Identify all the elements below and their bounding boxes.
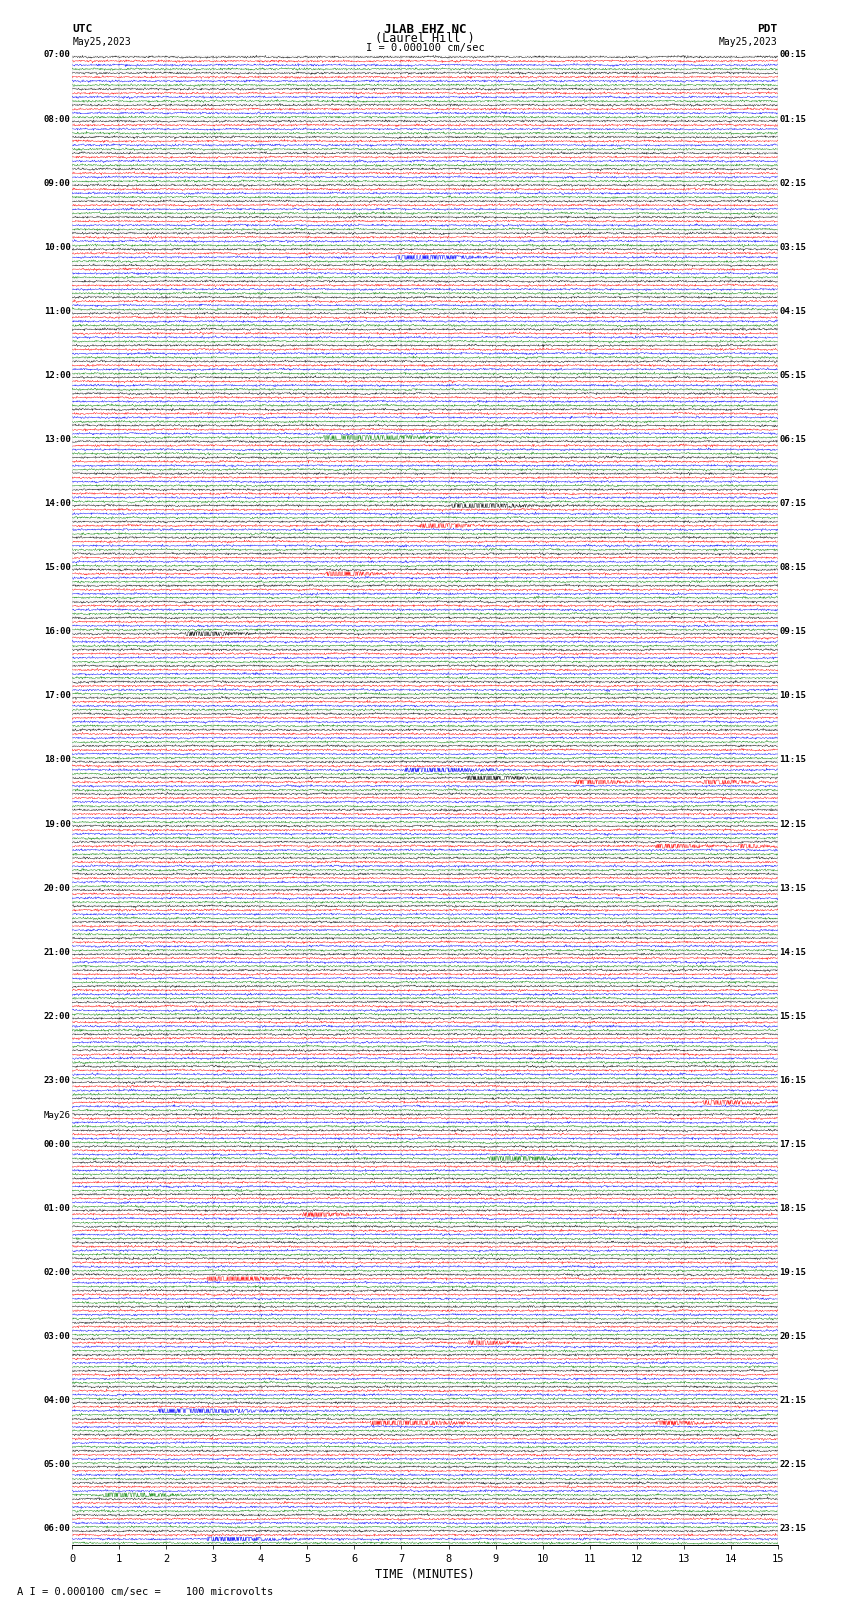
Text: 21:00: 21:00 [43, 948, 71, 957]
Text: 00:00: 00:00 [43, 1140, 71, 1148]
Text: 12:00: 12:00 [43, 371, 71, 381]
Text: 11:15: 11:15 [779, 755, 807, 765]
Text: May25,2023: May25,2023 [72, 37, 131, 47]
Text: 12:15: 12:15 [779, 819, 807, 829]
Text: 01:15: 01:15 [779, 115, 807, 124]
Text: 18:00: 18:00 [43, 755, 71, 765]
Text: JLAB EHZ NC: JLAB EHZ NC [383, 23, 467, 35]
Text: 16:15: 16:15 [779, 1076, 807, 1086]
Text: 08:00: 08:00 [43, 115, 71, 124]
Text: 04:15: 04:15 [779, 306, 807, 316]
Text: 16:00: 16:00 [43, 627, 71, 636]
Text: 11:00: 11:00 [43, 306, 71, 316]
Text: 02:00: 02:00 [43, 1268, 71, 1277]
Text: 14:00: 14:00 [43, 498, 71, 508]
Text: 15:15: 15:15 [779, 1011, 807, 1021]
Text: 00:15: 00:15 [779, 50, 807, 60]
Text: 06:00: 06:00 [43, 1524, 71, 1534]
Text: 13:15: 13:15 [779, 884, 807, 892]
X-axis label: TIME (MINUTES): TIME (MINUTES) [375, 1568, 475, 1581]
Text: 04:00: 04:00 [43, 1397, 71, 1405]
Text: 20:00: 20:00 [43, 884, 71, 892]
Text: May25,2023: May25,2023 [719, 37, 778, 47]
Text: 20:15: 20:15 [779, 1332, 807, 1342]
Text: 06:15: 06:15 [779, 436, 807, 444]
Text: 19:15: 19:15 [779, 1268, 807, 1277]
Text: 10:00: 10:00 [43, 244, 71, 252]
Text: 17:00: 17:00 [43, 692, 71, 700]
Text: 05:15: 05:15 [779, 371, 807, 381]
Text: 02:15: 02:15 [779, 179, 807, 187]
Text: 14:15: 14:15 [779, 948, 807, 957]
Text: 23:15: 23:15 [779, 1524, 807, 1534]
Text: 15:00: 15:00 [43, 563, 71, 573]
Text: 22:15: 22:15 [779, 1460, 807, 1469]
Text: 22:00: 22:00 [43, 1011, 71, 1021]
Text: May26: May26 [43, 1111, 71, 1121]
Text: 01:00: 01:00 [43, 1203, 71, 1213]
Text: 07:00: 07:00 [43, 50, 71, 60]
Text: UTC: UTC [72, 24, 93, 34]
Text: A I = 0.000100 cm/sec =    100 microvolts: A I = 0.000100 cm/sec = 100 microvolts [17, 1587, 273, 1597]
Text: 08:15: 08:15 [779, 563, 807, 573]
Text: 10:15: 10:15 [779, 692, 807, 700]
Text: I = 0.000100 cm/sec: I = 0.000100 cm/sec [366, 44, 484, 53]
Text: (Laurel Hill ): (Laurel Hill ) [375, 32, 475, 45]
Text: 03:00: 03:00 [43, 1332, 71, 1342]
Text: 09:00: 09:00 [43, 179, 71, 187]
Text: 07:15: 07:15 [779, 498, 807, 508]
Text: 21:15: 21:15 [779, 1397, 807, 1405]
Text: 18:15: 18:15 [779, 1203, 807, 1213]
Text: 09:15: 09:15 [779, 627, 807, 636]
Text: 17:15: 17:15 [779, 1140, 807, 1148]
Text: 05:00: 05:00 [43, 1460, 71, 1469]
Text: 23:00: 23:00 [43, 1076, 71, 1086]
Text: 19:00: 19:00 [43, 819, 71, 829]
Text: 03:15: 03:15 [779, 244, 807, 252]
Text: PDT: PDT [757, 24, 778, 34]
Text: 13:00: 13:00 [43, 436, 71, 444]
